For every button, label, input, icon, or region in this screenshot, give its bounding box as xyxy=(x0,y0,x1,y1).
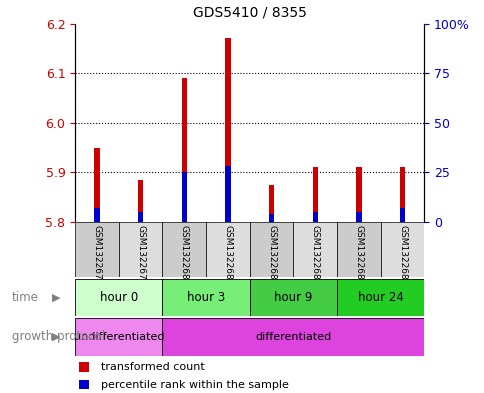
Text: hour 24: hour 24 xyxy=(357,291,403,304)
Text: transformed count: transformed count xyxy=(101,362,205,372)
Text: hour 9: hour 9 xyxy=(273,291,312,304)
Bar xyxy=(94,208,99,222)
Bar xyxy=(162,318,424,356)
Text: GSM1322685: GSM1322685 xyxy=(397,225,406,285)
Text: GSM1322680: GSM1322680 xyxy=(180,225,188,285)
Bar xyxy=(336,222,380,277)
Text: ▶: ▶ xyxy=(51,293,60,303)
Text: GSM1322681: GSM1322681 xyxy=(223,225,232,285)
Bar xyxy=(249,279,336,316)
Bar xyxy=(78,380,89,389)
Text: differentiated: differentiated xyxy=(255,332,331,342)
Text: time: time xyxy=(12,291,39,304)
Bar xyxy=(119,222,162,277)
Bar xyxy=(399,167,404,222)
Bar xyxy=(162,222,206,277)
Bar xyxy=(225,39,230,222)
Text: undifferentiated: undifferentiated xyxy=(74,332,164,342)
Text: growth protocol: growth protocol xyxy=(12,331,105,343)
Text: percentile rank within the sample: percentile rank within the sample xyxy=(101,380,288,389)
Bar xyxy=(312,212,317,222)
Bar xyxy=(78,362,89,372)
Bar xyxy=(182,173,186,222)
Bar xyxy=(336,279,424,316)
Bar xyxy=(138,212,143,222)
Bar xyxy=(75,222,119,277)
Bar xyxy=(356,167,361,222)
Bar xyxy=(312,167,317,222)
Bar xyxy=(293,222,336,277)
Text: hour 0: hour 0 xyxy=(100,291,137,304)
Bar xyxy=(380,222,424,277)
Bar xyxy=(206,222,249,277)
Bar xyxy=(225,167,230,222)
Bar xyxy=(75,279,162,316)
Bar xyxy=(162,279,249,316)
Text: ▶: ▶ xyxy=(51,332,60,342)
Bar xyxy=(182,78,186,222)
Text: GSM1322683: GSM1322683 xyxy=(310,225,319,285)
Bar xyxy=(94,148,99,222)
Text: GSM1322682: GSM1322682 xyxy=(267,225,275,285)
Bar xyxy=(269,185,273,222)
Bar xyxy=(138,180,143,222)
Bar xyxy=(269,214,273,222)
Bar xyxy=(249,222,293,277)
Bar xyxy=(356,212,361,222)
Text: hour 3: hour 3 xyxy=(187,291,225,304)
Text: GSM1322679: GSM1322679 xyxy=(136,225,145,285)
Text: GSM1322678: GSM1322678 xyxy=(92,225,101,285)
Bar xyxy=(399,208,404,222)
Text: GSM1322684: GSM1322684 xyxy=(354,225,363,285)
Bar xyxy=(75,318,162,356)
Title: GDS5410 / 8355: GDS5410 / 8355 xyxy=(193,6,306,20)
